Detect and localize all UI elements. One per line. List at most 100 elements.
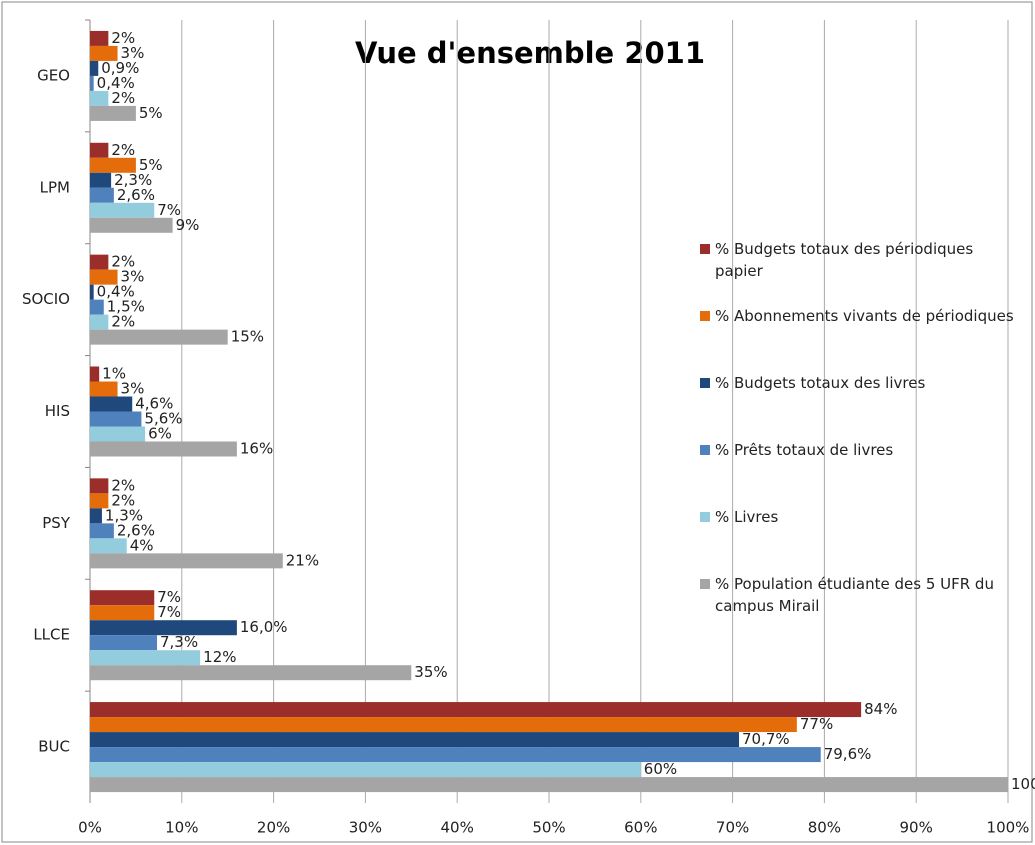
data-label: 1,3%: [105, 506, 143, 524]
bar: [90, 254, 109, 270]
data-label: 7,3%: [160, 633, 198, 651]
data-label: 3%: [121, 44, 145, 62]
bar: [90, 650, 201, 666]
y-tick-label: SOCIO: [22, 290, 70, 308]
legend-swatch: [700, 244, 710, 254]
bar: [90, 202, 155, 218]
data-label: 5%: [139, 156, 163, 174]
data-label: 0,4%: [97, 74, 135, 92]
data-label: 6%: [148, 425, 172, 443]
bar: [90, 426, 146, 442]
bar: [90, 538, 127, 554]
data-label: 9%: [176, 216, 200, 234]
x-tick-label: 100%: [987, 819, 1030, 837]
bar: [90, 60, 99, 76]
data-label: 2%: [111, 141, 135, 159]
bar: [90, 411, 142, 427]
x-tick-label: 40%: [441, 819, 474, 837]
data-label: 2%: [111, 476, 135, 494]
bar: [90, 762, 641, 778]
bar: [90, 157, 136, 173]
legend-item: % Prêts totaux de livres: [700, 439, 1025, 461]
legend-label: % Livres: [715, 508, 779, 526]
legend-label: % Population étudiante des 5 UFR du camp…: [715, 575, 994, 615]
bar: [90, 747, 821, 763]
bar: [90, 717, 797, 733]
data-label: 5%: [139, 104, 163, 122]
data-label: 15%: [231, 328, 264, 346]
data-label: 35%: [414, 663, 447, 681]
x-tick-label: 80%: [808, 819, 841, 837]
bar: [90, 702, 862, 718]
bar: [90, 366, 100, 382]
data-label: 4%: [130, 536, 154, 554]
bar: [90, 590, 155, 606]
bar: [90, 187, 114, 203]
data-label: 3%: [121, 380, 145, 398]
y-tick-label: LPM: [40, 178, 70, 196]
x-tick-label: 70%: [716, 819, 749, 837]
bar: [90, 523, 114, 539]
data-label: 16%: [240, 440, 273, 458]
data-label: 1%: [102, 365, 126, 383]
legend-label: % Prêts totaux de livres: [715, 441, 894, 459]
data-label: 2%: [111, 89, 135, 107]
data-label: 16,0%: [240, 618, 288, 636]
bar: [90, 172, 112, 188]
data-label: 7%: [157, 201, 181, 219]
bar: [90, 142, 109, 158]
data-label: 79,6%: [824, 745, 872, 763]
y-tick-label: HIS: [45, 402, 70, 420]
data-label: 12%: [203, 648, 236, 666]
legend-label: % Abonnements vivants de périodiques: [715, 307, 1014, 325]
data-label: 2%: [111, 29, 135, 47]
bar: [90, 90, 109, 106]
legend-item: % Budgets totaux des périodiques papier: [700, 238, 1025, 282]
legend-label: % Budgets totaux des livres: [715, 374, 926, 392]
legend-swatch: [700, 579, 710, 589]
bar: [90, 217, 173, 233]
data-label: 0,9%: [101, 59, 139, 77]
legend-item: % Abonnements vivants de périodiques: [700, 305, 1025, 327]
legend-swatch: [700, 512, 710, 522]
legend-item: % Population étudiante des 5 UFR du camp…: [700, 573, 1025, 617]
bar: [90, 508, 102, 524]
data-label: 2,6%: [117, 186, 155, 204]
data-label: 2,3%: [114, 171, 152, 189]
bar: [90, 381, 118, 397]
bar: [90, 553, 283, 569]
x-tick-label: 20%: [257, 819, 290, 837]
data-label: 0,4%: [97, 283, 135, 301]
x-tick-label: 0%: [78, 819, 102, 837]
data-label: 5,6%: [144, 410, 182, 428]
bar: [90, 777, 1008, 793]
x-tick-label: 60%: [624, 819, 657, 837]
bar: [90, 441, 237, 457]
bar: [90, 329, 228, 345]
data-label: 70,7%: [742, 730, 790, 748]
legend-item: % Livres: [700, 506, 1025, 528]
data-label: 2%: [111, 491, 135, 509]
bar: [90, 75, 94, 91]
data-label: 7%: [157, 588, 181, 606]
x-tick-label: 90%: [900, 819, 933, 837]
data-label: 7%: [157, 603, 181, 621]
bar: [90, 493, 109, 509]
x-tick-label: 10%: [165, 819, 198, 837]
y-tick-label: BUC: [38, 738, 70, 756]
bar: [90, 635, 158, 651]
bar: [90, 732, 740, 748]
legend-swatch: [700, 311, 710, 321]
legend-swatch: [700, 445, 710, 455]
bar: [90, 605, 155, 621]
data-label: 2%: [111, 253, 135, 271]
bar: [90, 396, 133, 412]
legend-swatch: [700, 378, 710, 388]
data-label: 4,6%: [135, 395, 173, 413]
bar: [90, 665, 412, 681]
bar: [90, 299, 104, 315]
data-label: 2%: [111, 313, 135, 331]
data-label: 84%: [864, 700, 897, 718]
